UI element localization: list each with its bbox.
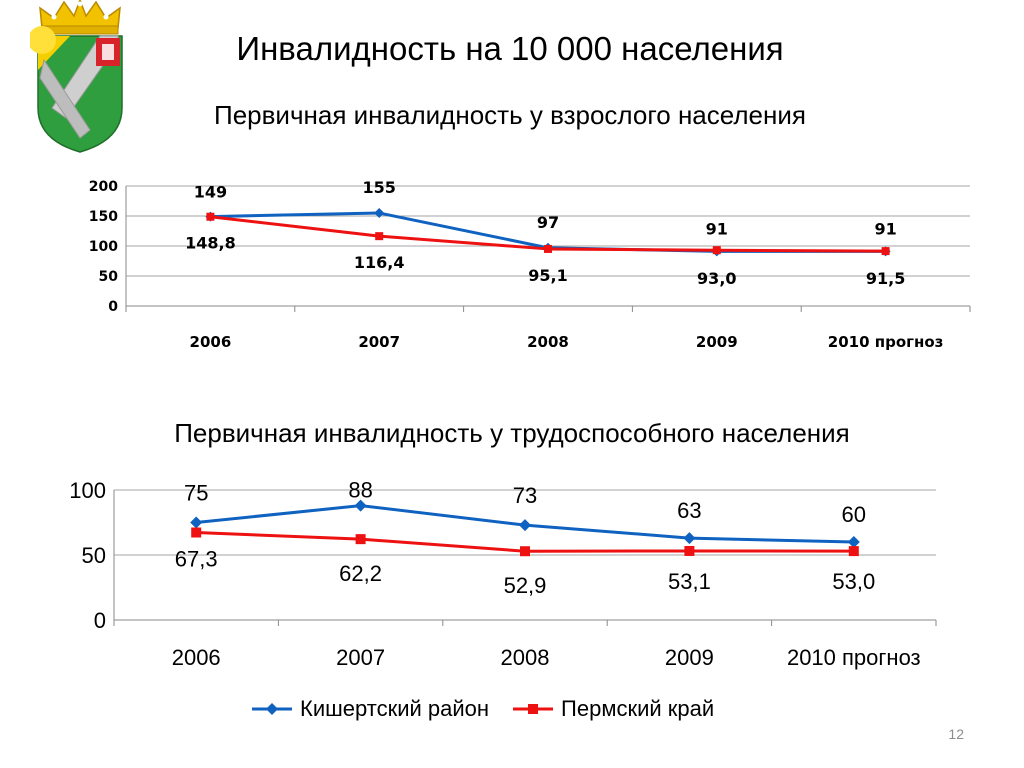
data-point-perm bbox=[881, 247, 890, 256]
x-tick-label: 2006 bbox=[172, 645, 221, 670]
data-point-kishert bbox=[847, 536, 860, 548]
legend-marker-diamond-icon bbox=[252, 703, 292, 715]
data-label-kishert: 91 bbox=[706, 219, 728, 238]
data-label-perm: 62,2 bbox=[339, 561, 382, 586]
legend-label-kishert: Кишертский район bbox=[300, 696, 490, 721]
legend-item-perm: Пермский край bbox=[511, 696, 714, 722]
data-point-perm bbox=[375, 232, 384, 241]
data-point-perm bbox=[544, 244, 552, 253]
x-tick-label: 2007 bbox=[336, 645, 385, 670]
data-label-perm: 53,0 bbox=[832, 569, 875, 594]
data-label-perm: 67,3 bbox=[175, 547, 218, 572]
data-label-kishert: 91 bbox=[874, 219, 896, 238]
y-tick-label: 150 bbox=[89, 209, 118, 225]
chart-title-adult: Первичная инвалидность у взрослого насел… bbox=[214, 100, 806, 130]
coat-of-arms-emblem bbox=[30, 0, 123, 153]
data-label-kishert: 88 bbox=[348, 478, 372, 503]
data-label-perm: 91,5 bbox=[866, 269, 905, 288]
x-tick-label: 2009 bbox=[665, 645, 714, 670]
data-point-perm bbox=[355, 534, 366, 545]
data-label-kishert: 155 bbox=[362, 178, 395, 197]
y-tick-label: 100 bbox=[69, 478, 106, 503]
y-tick-label: 200 bbox=[89, 179, 118, 195]
data-label-perm: 52,9 bbox=[504, 573, 547, 598]
data-label-kishert: 73 bbox=[513, 483, 537, 508]
x-tick-label: 2008 bbox=[501, 645, 550, 670]
chart-legend: Кишертский район Пермский край bbox=[250, 694, 714, 724]
chart-title-working-age: Первичная инвалидность у трудоспособного… bbox=[174, 418, 850, 448]
data-label-kishert: 63 bbox=[677, 498, 701, 523]
y-tick-label: 50 bbox=[82, 543, 106, 568]
y-tick-label: 0 bbox=[108, 299, 118, 315]
data-point-kishert bbox=[190, 516, 203, 529]
data-label-perm: 95,1 bbox=[528, 266, 567, 285]
y-tick-label: 100 bbox=[89, 239, 118, 255]
data-label-perm: 148,8 bbox=[185, 234, 236, 253]
data-point-kishert bbox=[683, 532, 696, 545]
legend-marker-square-icon bbox=[513, 704, 554, 714]
data-point-kishert bbox=[374, 208, 385, 218]
y-tick-label: 50 bbox=[99, 269, 119, 285]
x-tick-label: 2009 bbox=[696, 333, 738, 351]
chart-adult-disability: 0 50 100 150 200 2006 2007 2008 2009 2010 прогноз… bbox=[89, 178, 971, 351]
data-label-perm: 116,4 bbox=[354, 253, 405, 272]
legend-item-kishert: Кишертский район bbox=[250, 696, 489, 722]
page-number: 12 bbox=[948, 726, 964, 742]
data-point-perm bbox=[191, 527, 202, 538]
data-point-perm bbox=[712, 246, 721, 255]
data-point-perm bbox=[848, 546, 859, 557]
data-label-kishert: 60 bbox=[842, 502, 866, 527]
x-tick-label: 2007 bbox=[358, 333, 400, 351]
y-tick-label: 0 bbox=[94, 608, 106, 633]
x-tick-label: 2010 прогноз bbox=[787, 645, 921, 670]
x-tick-label: 2008 bbox=[527, 333, 569, 351]
data-point-kishert bbox=[354, 499, 367, 512]
x-tick-label: 2010 прогноз bbox=[828, 333, 944, 351]
data-point-kishert bbox=[519, 519, 531, 532]
data-point-perm bbox=[684, 545, 695, 556]
data-label-kishert: 75 bbox=[184, 481, 208, 506]
data-label-kishert: 149 bbox=[194, 183, 227, 202]
x-tick-label: 2006 bbox=[190, 333, 232, 351]
data-label-kishert: 97 bbox=[537, 213, 559, 232]
data-point-perm bbox=[206, 212, 215, 221]
data-point-perm bbox=[520, 546, 530, 557]
legend-label-perm: Пермский край bbox=[561, 696, 715, 721]
data-label-perm: 93,0 bbox=[697, 269, 736, 288]
slide-title: Инвалидность на 10 000 населения bbox=[236, 30, 784, 67]
data-label-perm: 53,1 bbox=[668, 569, 711, 594]
